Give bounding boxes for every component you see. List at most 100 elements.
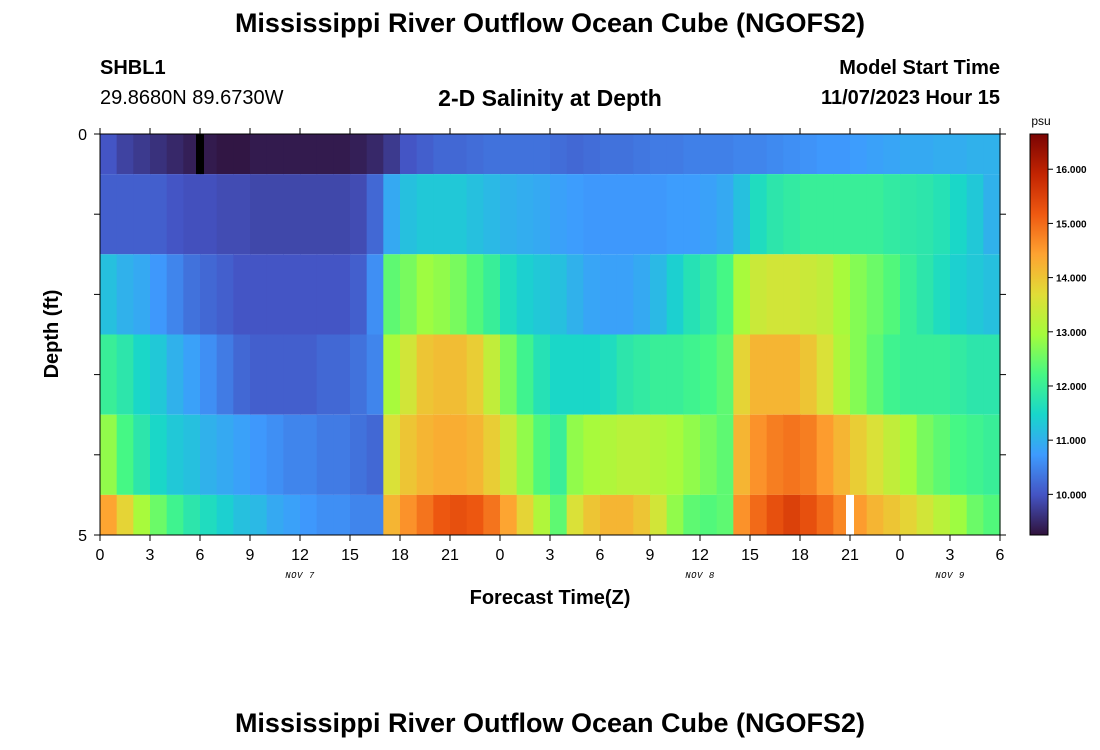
date-label: NOV 8 xyxy=(685,571,715,581)
heatmap-cell xyxy=(683,494,701,535)
heatmap-cell xyxy=(483,254,501,335)
y-tick-label: 0 xyxy=(78,127,87,144)
heatmap-cell xyxy=(383,494,401,535)
heatmap-cell xyxy=(133,334,151,415)
colorbar-tick-label: 16.000 xyxy=(1056,165,1087,176)
heatmap-cell xyxy=(350,414,368,495)
heatmap-cell xyxy=(600,334,618,415)
heatmap-cell xyxy=(816,414,834,495)
x-tick-label: 18 xyxy=(791,547,809,564)
x-tick-label: 0 xyxy=(96,547,105,564)
heatmap-cell xyxy=(616,414,634,495)
heatmap-cell xyxy=(283,334,301,415)
heatmap-cell xyxy=(483,494,501,535)
heatmap-cell xyxy=(466,334,484,415)
heatmap-cell xyxy=(700,174,718,255)
date-label: NOV 9 xyxy=(935,571,965,581)
heatmap-cell xyxy=(350,174,368,255)
heatmap-cell xyxy=(133,174,151,255)
footer-title: Mississippi River Outflow Ocean Cube (NG… xyxy=(234,708,866,738)
heatmap-cell xyxy=(750,494,768,535)
heatmap-cell xyxy=(366,254,384,335)
heatmap-cell xyxy=(533,134,551,175)
heatmap-cell xyxy=(500,134,518,175)
heatmap-cell xyxy=(366,174,384,255)
heatmap-cell xyxy=(900,334,918,415)
heatmap-cell xyxy=(783,334,801,415)
heatmap-cell xyxy=(833,334,851,415)
heatmap-cell xyxy=(683,334,701,415)
heatmap-cell xyxy=(533,254,551,335)
heatmap-cell xyxy=(400,174,418,255)
heatmap-cell xyxy=(400,254,418,335)
heatmap-cell xyxy=(833,174,851,255)
colorbar-tick-label: 14.000 xyxy=(1056,274,1087,285)
heatmap-cell xyxy=(266,334,284,415)
heatmap-cell xyxy=(916,334,934,415)
heatmap-cell xyxy=(916,134,934,175)
heatmap-cell xyxy=(816,254,834,335)
heatmap-cell xyxy=(283,134,301,175)
heatmap-cell xyxy=(433,134,451,175)
heatmap-cell xyxy=(400,414,418,495)
heatmap-cell xyxy=(683,134,701,175)
heatmap-cell xyxy=(283,414,301,495)
heatmap-cells xyxy=(100,134,1001,535)
heatmap-cell xyxy=(233,494,251,535)
heatmap-cell xyxy=(450,334,468,415)
heatmap-cell xyxy=(900,254,918,335)
x-tick-label: 9 xyxy=(646,547,655,564)
heatmap-cell xyxy=(783,494,801,535)
heatmap-cell xyxy=(700,334,718,415)
heatmap-cell xyxy=(866,414,884,495)
heatmap-cell xyxy=(933,494,951,535)
heatmap-cell xyxy=(900,134,918,175)
heatmap-cell xyxy=(633,414,651,495)
heatmap-cell xyxy=(216,174,234,255)
heatmap-cell xyxy=(383,134,401,175)
heatmap-cell xyxy=(766,254,784,335)
heatmap-cell xyxy=(100,174,118,255)
heatmap-cell xyxy=(266,494,284,535)
heatmap-cell xyxy=(683,414,701,495)
heatmap-cell xyxy=(866,494,884,535)
heatmap-cell xyxy=(516,254,534,335)
heatmap-cell xyxy=(716,414,734,495)
heatmap-cell xyxy=(866,134,884,175)
heatmap-cell xyxy=(750,174,768,255)
x-tick-label: 3 xyxy=(946,547,955,564)
heatmap-cell xyxy=(300,494,318,535)
heatmap-cell xyxy=(300,174,318,255)
heatmap-cell xyxy=(283,174,301,255)
heatmap-cell xyxy=(950,494,968,535)
heatmap-cell xyxy=(416,494,434,535)
heatmap-cell xyxy=(333,134,351,175)
heatmap-cell xyxy=(883,334,901,415)
heatmap-cell xyxy=(466,494,484,535)
heatmap-cell xyxy=(166,174,184,255)
heatmap-cell xyxy=(783,254,801,335)
x-tick-label: 9 xyxy=(246,547,255,564)
x-tick-label: 15 xyxy=(741,547,759,564)
heatmap-cell xyxy=(566,494,584,535)
heatmap-cell xyxy=(916,174,934,255)
heatmap-cell xyxy=(183,334,201,415)
heatmap-cell xyxy=(733,254,751,335)
heatmap-cell xyxy=(983,134,1001,175)
heatmap-cell xyxy=(416,334,434,415)
heatmap-cell xyxy=(400,334,418,415)
station-id: SHBL1 xyxy=(100,57,166,79)
x-tick-label: 21 xyxy=(441,547,459,564)
heatmap-cell xyxy=(733,134,751,175)
heatmap-cell xyxy=(650,254,668,335)
heatmap-cell xyxy=(766,134,784,175)
heatmap-cell xyxy=(600,134,618,175)
x-tick-label: 21 xyxy=(841,547,859,564)
heatmap-cell xyxy=(800,174,818,255)
heatmap-cell xyxy=(783,174,801,255)
heatmap-cell xyxy=(183,254,201,335)
heatmap-cell xyxy=(666,134,684,175)
heatmap-cell xyxy=(166,134,184,175)
heatmap-cell xyxy=(816,174,834,255)
heatmap-cell xyxy=(783,414,801,495)
